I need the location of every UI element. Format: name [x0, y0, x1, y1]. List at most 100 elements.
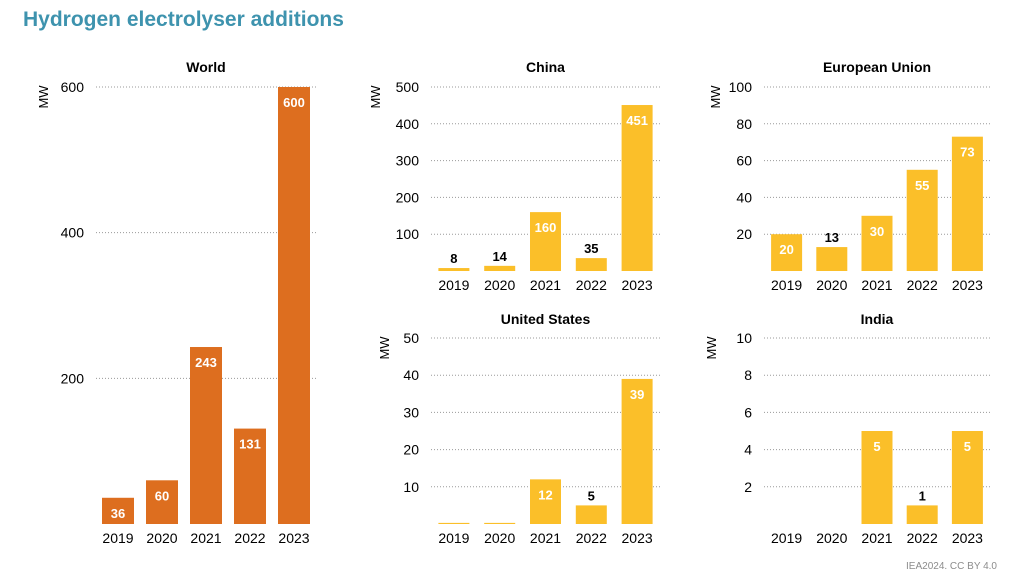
y-tick-label: 10 — [403, 479, 419, 495]
page-title: Hydrogen electrolyser additions — [23, 8, 344, 31]
data-label: 14 — [492, 249, 507, 264]
y-tick-label: 10 — [736, 330, 752, 346]
data-label: 73 — [960, 145, 974, 160]
bar-2021 — [530, 479, 561, 524]
x-tick-label: 2023 — [622, 277, 653, 293]
y-tick-label: 200 — [396, 189, 420, 205]
x-tick-label: 2021 — [530, 277, 561, 293]
bar-2022 — [575, 258, 607, 271]
x-tick-label: 2022 — [907, 277, 938, 293]
x-tick-label: 2021 — [861, 277, 892, 293]
y-axis-label: MW — [377, 336, 392, 360]
x-tick-label: 2023 — [622, 530, 653, 546]
bar-2023 — [621, 378, 653, 524]
data-label: 8 — [450, 251, 457, 266]
chart-title: United States — [501, 311, 591, 327]
data-label: 243 — [195, 355, 217, 370]
y-tick-label: 80 — [736, 116, 752, 132]
x-tick-label: 2019 — [771, 530, 802, 546]
y-tick-label: 4 — [744, 442, 752, 458]
y-tick-label: 2 — [744, 479, 752, 495]
y-tick-label: 600 — [61, 79, 85, 95]
data-label: 12 — [538, 487, 552, 502]
bar-2020 — [484, 522, 516, 524]
y-axis-label: MW — [708, 85, 723, 109]
bar-2020 — [816, 247, 848, 271]
x-tick-label: 2019 — [771, 277, 802, 293]
bar-2019 — [771, 234, 803, 271]
y-axis-label: MW — [368, 85, 383, 109]
data-label: 30 — [870, 224, 884, 239]
x-tick-label: 2023 — [278, 530, 309, 546]
y-tick-label: 40 — [736, 189, 752, 205]
x-tick-label: 2022 — [234, 530, 265, 546]
bar-2022 — [234, 428, 266, 524]
x-tick-label: 2019 — [438, 277, 469, 293]
bar-2023 — [951, 431, 983, 524]
data-label: 5 — [964, 439, 971, 454]
x-tick-label: 2020 — [816, 277, 847, 293]
y-axis-label: MW — [36, 85, 51, 109]
data-label: 131 — [239, 437, 261, 452]
data-label: 39 — [630, 387, 644, 402]
y-tick-label: 8 — [744, 367, 752, 383]
data-label: 160 — [535, 220, 557, 235]
y-tick-label: 300 — [396, 153, 420, 169]
bar-2023 — [621, 105, 653, 271]
y-tick-label: 20 — [736, 226, 752, 242]
source-credit: IEA2024. CC BY 4.0 — [906, 561, 997, 572]
data-label: 35 — [584, 241, 598, 256]
bar-2020 — [484, 265, 516, 271]
x-tick-label: 2019 — [102, 530, 133, 546]
data-label: 60 — [155, 488, 169, 503]
bar-2022 — [906, 505, 938, 524]
y-tick-label: 500 — [396, 79, 420, 95]
bar-2023 — [951, 136, 983, 271]
y-tick-label: 50 — [403, 330, 419, 346]
data-label: 600 — [283, 95, 305, 110]
y-tick-label: 30 — [403, 404, 419, 420]
y-axis-label: MW — [704, 336, 719, 360]
x-tick-label: 2020 — [146, 530, 177, 546]
data-label: 55 — [915, 178, 929, 193]
y-tick-label: 400 — [61, 225, 85, 241]
y-tick-label: 200 — [61, 370, 85, 386]
x-tick-label: 2021 — [861, 530, 892, 546]
data-label: 13 — [825, 230, 839, 245]
data-label: 20 — [779, 242, 793, 257]
x-tick-label: 2023 — [952, 530, 983, 546]
y-tick-label: 100 — [396, 226, 420, 242]
y-tick-label: 20 — [403, 442, 419, 458]
data-label: 5 — [873, 439, 880, 454]
bar-2019 — [438, 268, 470, 271]
y-tick-label: 60 — [736, 153, 752, 169]
y-tick-label: 40 — [403, 367, 419, 383]
x-tick-label: 2020 — [816, 530, 847, 546]
bar-2021 — [861, 431, 893, 524]
x-tick-label: 2021 — [530, 530, 561, 546]
chart-title: China — [526, 59, 565, 75]
data-label: 451 — [626, 113, 648, 128]
bar-2023 — [278, 87, 310, 524]
bar-2021 — [530, 212, 561, 271]
chart-title: World — [186, 59, 225, 75]
x-tick-label: 2020 — [484, 530, 515, 546]
data-label: 5 — [588, 488, 595, 503]
x-tick-label: 2022 — [576, 277, 607, 293]
chart-title: India — [861, 311, 894, 327]
x-tick-label: 2021 — [190, 530, 221, 546]
bar-2022 — [906, 169, 938, 271]
bar-2021 — [861, 215, 893, 271]
x-tick-label: 2022 — [907, 530, 938, 546]
x-tick-label: 2023 — [952, 277, 983, 293]
chart-title: European Union — [823, 59, 931, 75]
y-tick-label: 400 — [396, 116, 420, 132]
bar-2020 — [146, 480, 178, 524]
bar-2022 — [575, 505, 607, 524]
y-tick-label: 6 — [744, 404, 752, 420]
